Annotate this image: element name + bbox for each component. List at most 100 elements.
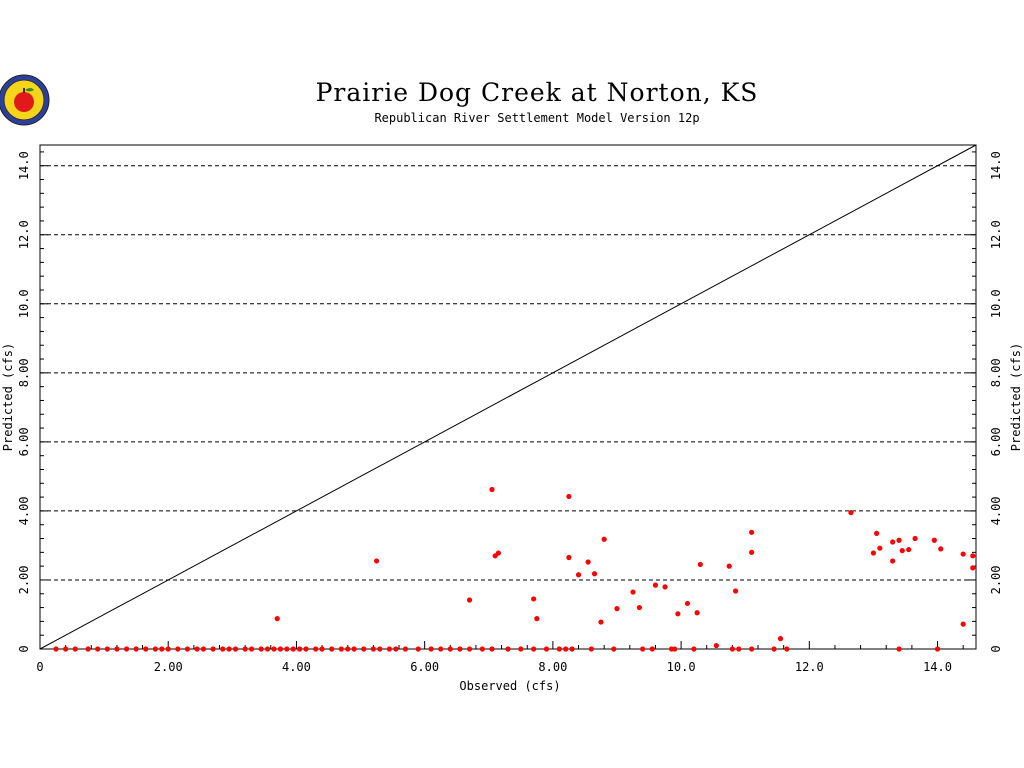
y-tick-label-right: 8.00 xyxy=(989,358,1003,387)
data-point xyxy=(729,646,735,652)
data-points xyxy=(53,486,976,652)
data-point xyxy=(438,646,444,652)
data-point xyxy=(361,646,367,652)
data-point xyxy=(890,558,896,564)
data-point xyxy=(184,646,191,652)
data-point xyxy=(566,554,572,561)
y-tick-label-left: 8.00 xyxy=(17,358,31,387)
x-tick-label: 4.00 xyxy=(282,660,311,674)
data-point xyxy=(386,646,392,652)
data-point xyxy=(611,646,617,652)
data-point xyxy=(591,571,598,577)
data-point xyxy=(428,646,434,652)
data-point xyxy=(85,646,91,652)
data-point xyxy=(749,529,755,535)
data-point xyxy=(271,646,277,652)
data-point xyxy=(159,646,165,652)
gridlines xyxy=(40,165,976,581)
data-point xyxy=(242,646,248,652)
data-point xyxy=(415,646,421,652)
y-tick-label-right: 4.00 xyxy=(989,496,1003,525)
x-tick-label: 0 xyxy=(36,660,43,674)
data-point xyxy=(479,646,485,652)
y-tick-label-right: 14.0 xyxy=(989,151,1003,180)
data-point xyxy=(566,493,572,500)
tick-labels: 0 2.00 4.00 6.00 8.00 10.0 12.0 14.0 0 0 2.00 2.00 4… xyxy=(17,151,1003,674)
data-point xyxy=(672,646,678,652)
y-axis-title-right: Predicted (cfs) xyxy=(1009,343,1023,451)
data-point xyxy=(585,559,591,565)
data-point xyxy=(870,550,877,556)
y-tick-label-left: 6.00 xyxy=(17,427,31,456)
data-point xyxy=(771,646,777,652)
y-tick-label-right: 2.00 xyxy=(989,566,1003,595)
data-point xyxy=(534,616,540,622)
data-point xyxy=(601,536,607,542)
data-point xyxy=(210,646,216,652)
data-point xyxy=(531,596,537,602)
data-point xyxy=(652,582,659,588)
data-point xyxy=(848,510,854,516)
data-point xyxy=(697,561,703,568)
data-point xyxy=(303,646,309,652)
data-point xyxy=(896,537,902,543)
y-tick-label-left: 4.00 xyxy=(17,496,31,525)
data-point xyxy=(370,646,376,652)
data-point xyxy=(258,646,264,652)
data-point xyxy=(373,558,380,564)
data-point xyxy=(877,545,883,551)
data-point xyxy=(713,642,719,649)
data-point xyxy=(466,646,473,652)
data-point xyxy=(72,646,78,652)
data-point xyxy=(489,646,495,652)
data-point xyxy=(226,646,232,652)
data-point xyxy=(489,486,495,493)
data-point xyxy=(732,588,739,594)
data-point xyxy=(505,646,511,652)
data-point xyxy=(970,553,976,559)
x-tick-label: 8.00 xyxy=(538,660,567,674)
x-tick-label: 12.0 xyxy=(795,660,824,674)
data-point xyxy=(95,646,101,652)
data-point xyxy=(175,646,181,652)
data-point xyxy=(248,646,255,652)
data-point xyxy=(784,646,790,652)
data-point xyxy=(297,646,303,652)
x-axis-title: Observed (cfs) xyxy=(459,679,560,693)
data-point xyxy=(556,646,562,652)
x-tick-label: 6.00 xyxy=(410,660,439,674)
data-point xyxy=(906,546,912,553)
data-point xyxy=(777,636,784,642)
data-point xyxy=(220,646,226,652)
data-point xyxy=(518,646,524,652)
x-tick-label: 2.00 xyxy=(154,660,183,674)
data-point xyxy=(466,597,473,603)
data-point xyxy=(457,646,463,652)
data-point xyxy=(736,646,742,652)
axis-ticks xyxy=(39,151,976,650)
data-point xyxy=(874,530,880,536)
data-point xyxy=(662,584,668,590)
data-point xyxy=(694,610,700,616)
data-point xyxy=(598,619,604,625)
data-point xyxy=(749,549,755,555)
data-point xyxy=(284,646,290,652)
data-point xyxy=(329,646,335,652)
data-point xyxy=(319,646,325,652)
y-tick-label-right: 12.0 xyxy=(989,220,1003,249)
data-point xyxy=(899,548,905,554)
data-point xyxy=(960,551,966,557)
data-point xyxy=(543,646,550,652)
data-point xyxy=(934,646,941,652)
apple-seal-icon xyxy=(0,74,50,126)
data-point xyxy=(133,646,139,652)
data-point xyxy=(53,646,59,652)
data-point xyxy=(675,611,681,617)
data-point xyxy=(123,646,130,652)
data-point xyxy=(194,646,200,652)
y-tick-label-right: 10.0 xyxy=(989,289,1003,318)
data-point xyxy=(232,646,239,652)
data-point xyxy=(290,646,296,652)
data-point xyxy=(277,646,284,652)
